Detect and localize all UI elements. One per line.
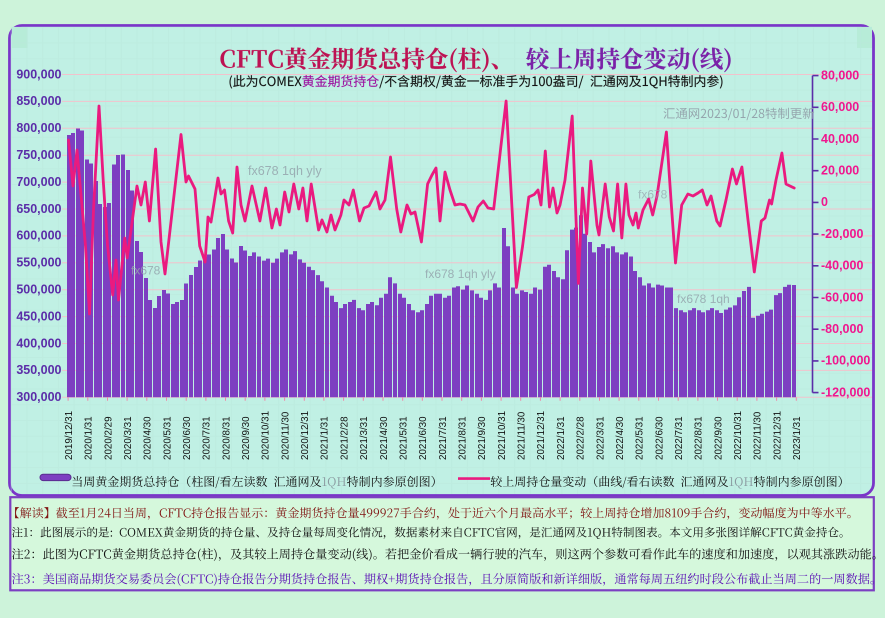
svg-text:fx678: fx678 (638, 188, 668, 202)
svg-text:-20,000: -20,000 (821, 227, 863, 241)
svg-text:2021/6/30: 2021/6/30 (418, 416, 429, 460)
svg-text:2020/1/31: 2020/1/31 (84, 416, 95, 460)
svg-text:80,000: 80,000 (821, 68, 859, 82)
svg-text:450,000: 450,000 (16, 309, 61, 323)
svg-text:2021/1/31: 2021/1/31 (320, 416, 331, 460)
svg-text:2019/12/31: 2019/12/31 (64, 411, 75, 460)
svg-text:2022/6/30: 2022/6/30 (654, 416, 665, 460)
svg-text:2020/7/31: 2020/7/31 (202, 416, 213, 460)
svg-text:-80,000: -80,000 (821, 322, 863, 336)
svg-text:350,000: 350,000 (16, 363, 61, 377)
svg-text:550,000: 550,000 (16, 256, 61, 270)
svg-text:2020/6/30: 2020/6/30 (182, 416, 193, 460)
svg-text:500,000: 500,000 (16, 282, 61, 296)
svg-text:2022/12/31: 2022/12/31 (772, 411, 783, 460)
svg-text:20,000: 20,000 (821, 163, 859, 177)
svg-text:2022/9/30: 2022/9/30 (713, 416, 724, 460)
svg-text:2020/2/29: 2020/2/29 (103, 416, 114, 460)
svg-text:2021/3/31: 2021/3/31 (359, 416, 370, 460)
svg-text:2020/5/31: 2020/5/31 (162, 416, 173, 460)
svg-text:2021/8/31: 2021/8/31 (458, 416, 469, 460)
svg-text:2022/11/30: 2022/11/30 (753, 411, 764, 460)
svg-text:2022/3/31: 2022/3/31 (595, 416, 606, 460)
svg-text:650,000: 650,000 (16, 202, 61, 216)
svg-text:fx678 1qh yly: fx678 1qh yly (248, 164, 322, 178)
svg-text:2022/7/31: 2022/7/31 (674, 416, 685, 460)
svg-text:2020/3/31: 2020/3/31 (123, 416, 134, 460)
svg-text:2022/5/31: 2022/5/31 (635, 416, 646, 460)
svg-text:2021/11/30: 2021/11/30 (517, 411, 528, 460)
svg-text:850,000: 850,000 (16, 94, 61, 108)
svg-text:2021/10/31: 2021/10/31 (497, 411, 508, 460)
svg-text:fx678 1qh: fx678 1qh (677, 292, 730, 306)
svg-text:-120,000: -120,000 (821, 385, 870, 399)
svg-text:2022/2/28: 2022/2/28 (576, 416, 587, 460)
svg-text:600,000: 600,000 (16, 229, 61, 243)
svg-text:750,000: 750,000 (16, 148, 61, 162)
svg-text:2022/4/30: 2022/4/30 (615, 416, 626, 460)
svg-text:2021/2/28: 2021/2/28 (339, 416, 350, 460)
svg-text:2021/7/31: 2021/7/31 (438, 416, 449, 460)
svg-text:60,000: 60,000 (821, 100, 859, 114)
svg-text:-40,000: -40,000 (821, 259, 863, 273)
svg-text:2020/9/30: 2020/9/30 (241, 416, 252, 460)
svg-text:300,000: 300,000 (16, 390, 61, 404)
svg-text:2021/5/31: 2021/5/31 (399, 416, 410, 460)
svg-text:2021/9/30: 2021/9/30 (477, 416, 488, 460)
svg-text:2020/11/30: 2020/11/30 (280, 411, 291, 460)
svg-text:-60,000: -60,000 (821, 290, 863, 304)
svg-text:2020/12/31: 2020/12/31 (300, 411, 311, 460)
svg-text:0: 0 (821, 195, 828, 209)
svg-text:900,000: 900,000 (16, 67, 61, 81)
svg-text:2021/4/30: 2021/4/30 (379, 416, 390, 460)
svg-text:700,000: 700,000 (16, 175, 61, 189)
svg-text:2022/10/31: 2022/10/31 (733, 411, 744, 460)
svg-text:2020/10/31: 2020/10/31 (261, 411, 272, 460)
svg-text:fx678 1qh yly: fx678 1qh yly (425, 267, 496, 281)
svg-text:40,000: 40,000 (821, 132, 859, 146)
svg-text:800,000: 800,000 (16, 121, 61, 135)
svg-text:400,000: 400,000 (16, 336, 61, 350)
svg-text:2021/12/31: 2021/12/31 (536, 411, 547, 460)
svg-text:-100,000: -100,000 (821, 354, 870, 368)
svg-text:2020/8/31: 2020/8/31 (221, 416, 232, 460)
svg-text:fx678: fx678 (131, 264, 161, 278)
svg-text:2022/1/31: 2022/1/31 (556, 416, 567, 460)
svg-text:2020/4/30: 2020/4/30 (143, 416, 154, 460)
svg-text:2023/1/31: 2023/1/31 (792, 416, 803, 460)
svg-text:2022/8/31: 2022/8/31 (694, 416, 705, 460)
